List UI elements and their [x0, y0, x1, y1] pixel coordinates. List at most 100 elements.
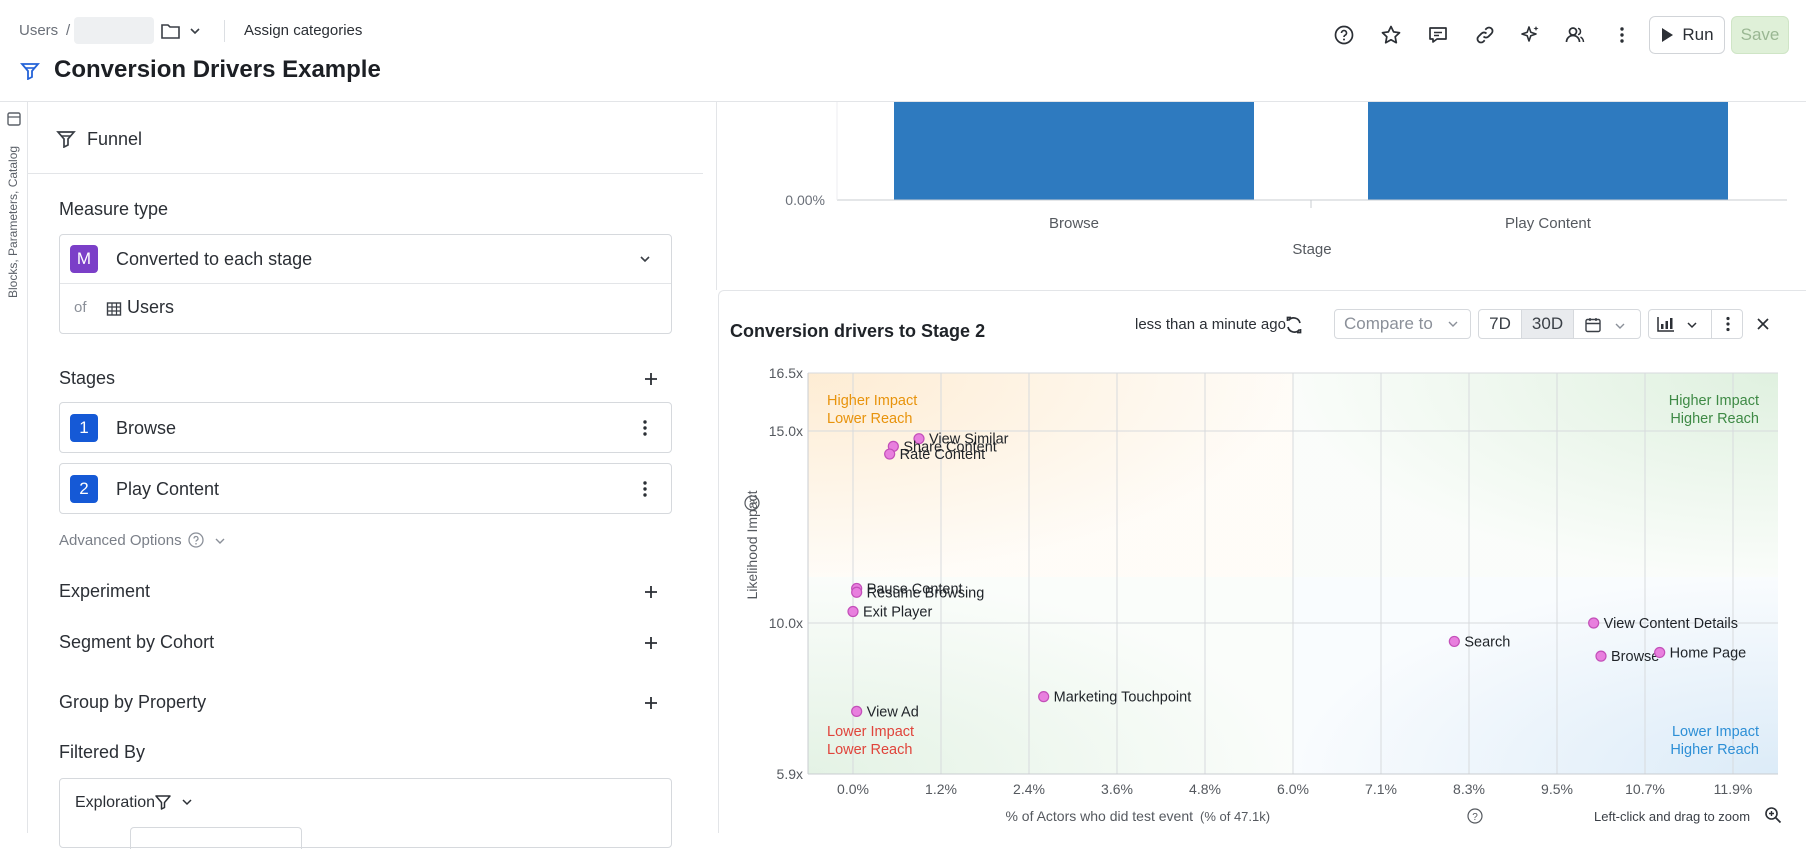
save-button[interactable]: Save	[1731, 16, 1789, 54]
assign-categories-link[interactable]: Assign categories	[244, 22, 363, 39]
panel-toggle-icon[interactable]	[6, 112, 22, 126]
refresh-icon[interactable]	[1283, 314, 1305, 336]
measure-type-select[interactable]: M Converted to each stage	[60, 235, 671, 284]
breadcrumb-users[interactable]: Users	[19, 22, 59, 39]
chart-type-group	[1648, 309, 1743, 339]
data-point-label: Search	[1464, 634, 1510, 650]
quadrant-bg	[808, 373, 1293, 577]
bar-browse	[894, 102, 1254, 200]
funnel-label: Funnel	[87, 129, 143, 149]
help-icon[interactable]	[187, 531, 205, 549]
quadrant-bg	[1293, 373, 1778, 577]
divider	[1711, 310, 1712, 338]
data-point[interactable]	[1595, 650, 1607, 662]
data-point-label: Marketing Touchpoint	[1054, 690, 1192, 706]
funnel-icon	[56, 130, 76, 149]
add-cohort-icon[interactable]	[641, 633, 661, 653]
data-point[interactable]	[851, 705, 863, 717]
chart-type-icon[interactable]	[1656, 315, 1676, 333]
add-stage-icon[interactable]	[641, 369, 661, 389]
drivers-title: Conversion drivers to Stage 2	[730, 321, 986, 341]
x-axis-title: Stage	[1292, 241, 1331, 258]
quadrant-bg	[808, 577, 1293, 774]
add-group-by-icon[interactable]	[641, 693, 661, 713]
conversion-drivers-scatter[interactable]: Higher Impact Lower Reach Higher Impact Hig…	[718, 350, 1806, 833]
link-icon[interactable]	[1470, 20, 1500, 50]
ai-sparkle-icon[interactable]	[1515, 20, 1545, 50]
chevron-down-icon[interactable]	[1685, 317, 1699, 331]
filter-value-input[interactable]	[130, 827, 302, 849]
data-point[interactable]	[1654, 646, 1666, 659]
stage-row[interactable]: 2 Play Content	[59, 463, 672, 514]
measure-type-box: M Converted to each stage of Users	[59, 234, 672, 334]
quadrant-label: Higher Impact	[827, 393, 917, 409]
advanced-options-toggle[interactable]: Advanced Options	[59, 532, 182, 549]
quadrant-label: Higher Reach	[1670, 742, 1759, 758]
date-range-group: 7D 30D	[1478, 309, 1641, 339]
stage-number-badge: 1	[70, 414, 98, 442]
run-button[interactable]: Run	[1649, 16, 1725, 54]
data-point-label: Share Content	[903, 439, 997, 455]
add-experiment-icon[interactable]	[641, 582, 661, 602]
more-vertical-icon[interactable]	[1607, 20, 1637, 50]
compare-to-label: Compare to	[1344, 314, 1433, 333]
data-point[interactable]	[1588, 617, 1600, 629]
measure-type-value: Converted to each stage	[116, 249, 313, 269]
calendar-icon[interactable]	[1584, 316, 1602, 334]
measure-type-label: Measure type	[59, 199, 169, 219]
of-value[interactable]: Users	[127, 297, 175, 317]
filter-icon[interactable]	[154, 793, 172, 811]
stage-row[interactable]: 1 Browse	[59, 402, 672, 453]
star-icon[interactable]	[1376, 20, 1406, 50]
more-vertical-icon[interactable]	[635, 418, 655, 438]
data-point[interactable]	[851, 586, 863, 598]
help-icon-glyph: ?	[749, 499, 755, 510]
comment-icon[interactable]	[1423, 20, 1453, 50]
chevron-down-icon	[1448, 321, 1458, 327]
chevron-down-icon[interactable]	[1613, 318, 1627, 332]
range-7d-button[interactable]: 7D	[1479, 310, 1522, 338]
blocks-panel-label: Blocks, Parameters, Catalog	[6, 145, 20, 298]
chevron-down-icon[interactable]	[188, 24, 202, 38]
x-axis-subtitle: (% of 47.1k)	[1200, 809, 1270, 824]
data-point[interactable]	[847, 605, 859, 618]
funnel-bar-chart: 0.00% Browse Play Content Stage	[785, 102, 1787, 258]
more-vertical-icon[interactable]	[1719, 315, 1737, 333]
data-point[interactable]	[1448, 635, 1460, 648]
help-icon[interactable]	[1329, 20, 1359, 50]
x-tick-label: 10.7%	[1625, 781, 1665, 797]
chevron-down-icon[interactable]	[180, 795, 194, 809]
data-point[interactable]	[1038, 691, 1050, 703]
folder-icon[interactable]	[160, 21, 182, 41]
last-updated-text: less than a minute ago	[1135, 316, 1286, 333]
y-tick-label: 16.5x	[769, 365, 803, 381]
zoom-icon[interactable]	[1764, 806, 1782, 824]
data-point[interactable]	[884, 448, 896, 460]
y-axis-title: Likelihood Impact	[744, 490, 760, 599]
help-icon-glyph: ?	[1472, 812, 1478, 823]
filter-box: Exploration	[59, 778, 672, 849]
help-icon-circle	[1467, 808, 1483, 824]
y-tick-label: 10.0x	[769, 615, 803, 631]
range-30d-button[interactable]: 30D	[1522, 310, 1574, 338]
quadrant-bg	[1293, 577, 1778, 774]
x-tick-label: 2.4%	[1013, 781, 1045, 797]
more-vertical-icon[interactable]	[635, 479, 655, 499]
compare-to-select[interactable]: Compare to	[1334, 309, 1471, 339]
filtered-by-label: Filtered By	[59, 742, 146, 762]
exploration-filter-label[interactable]: Exploration	[75, 794, 156, 811]
y-tick-label: 0.00%	[785, 192, 825, 208]
blocks-panel-tab[interactable]: Blocks, Parameters, Catalog	[0, 102, 28, 833]
help-icon: ?	[744, 495, 760, 511]
data-point-label: Browse	[1611, 649, 1659, 665]
bar-play-content	[1368, 102, 1728, 200]
users-share-icon[interactable]	[1560, 20, 1590, 50]
chevron-down-icon[interactable]	[213, 534, 227, 548]
top-header: Users / Assign categories Conversion Dri…	[0, 0, 1806, 102]
close-icon[interactable]	[1754, 315, 1772, 333]
quadrant-label: Higher Impact	[1669, 393, 1759, 409]
data-point-label: Home Page	[1670, 645, 1747, 661]
funnel-chart-panel: 0.00% Browse Play Content Stage	[716, 102, 1806, 290]
data-point[interactable]	[913, 433, 925, 445]
chevron-down-icon[interactable]	[638, 252, 652, 266]
